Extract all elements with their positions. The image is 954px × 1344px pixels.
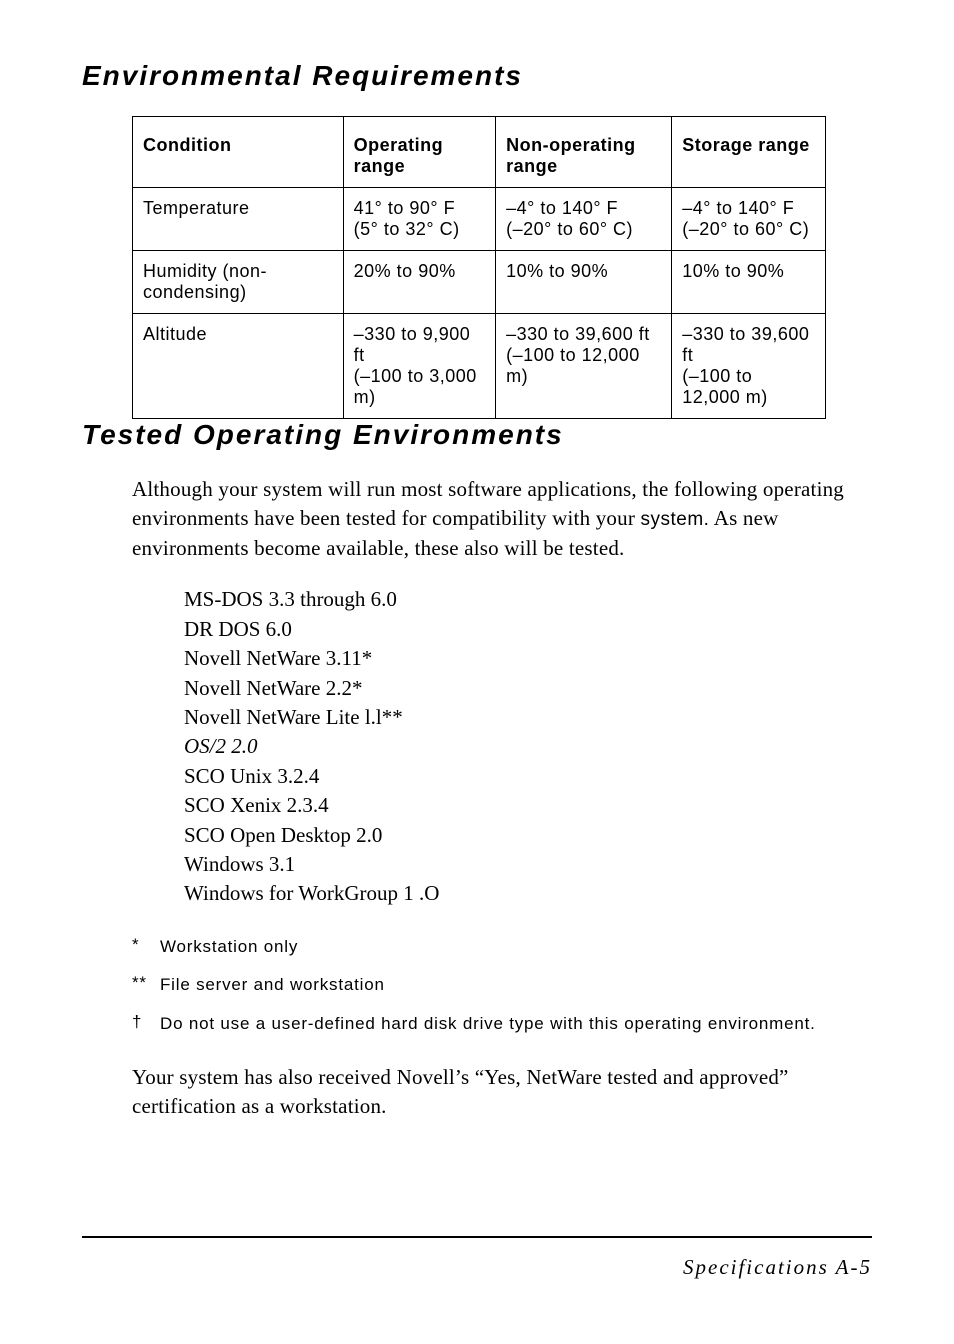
list-item: Windows for WorkGroup 1 .O <box>184 879 872 908</box>
cell-line: 41° to 90° F <box>354 198 455 218</box>
table-row: Humidity (non-condensing) 20% to 90% 10%… <box>133 251 826 314</box>
col-header-operating: Operating range <box>343 117 495 188</box>
col-header-storage: Storage range <box>672 117 826 188</box>
environment-list: MS-DOS 3.3 through 6.0 DR DOS 6.0 Novell… <box>184 585 872 908</box>
list-item: SCO Open Desktop 2.0 <box>184 821 872 850</box>
list-item: Novell NetWare 2.2* <box>184 674 872 703</box>
cell-condition: Altitude <box>133 314 344 419</box>
cell-storage: –4° to 140° F (–20° to 60° C) <box>672 188 826 251</box>
heading-environmental-requirements: Environmental Requirements <box>82 60 872 92</box>
footnote-text: Workstation only <box>160 935 872 960</box>
footnote: † Do not use a user-defined hard disk dr… <box>132 1012 872 1037</box>
environmental-requirements-table: Condition Operating range Non-operating … <box>132 116 826 419</box>
footnote-text: File server and workstation <box>160 973 872 998</box>
cell-condition: Temperature <box>133 188 344 251</box>
table-header-row: Condition Operating range Non-operating … <box>133 117 826 188</box>
cell-operating: –330 to 9,900 ft (–100 to 3,000 m) <box>343 314 495 419</box>
cell-condition: Humidity (non-condensing) <box>133 251 344 314</box>
footnote-mark: ** <box>132 973 160 998</box>
footnote-mark: † <box>132 1012 160 1037</box>
footnote-text: Do not use a user-defined hard disk driv… <box>160 1012 872 1037</box>
body-block: Although your system will run most softw… <box>132 475 872 909</box>
cell-operating: 20% to 90% <box>343 251 495 314</box>
table-row: Altitude –330 to 9,900 ft (–100 to 3,000… <box>133 314 826 419</box>
cell-nonoperating: 10% to 90% <box>496 251 672 314</box>
page-footer: Specifications A-5 <box>683 1255 872 1280</box>
list-item: OS/2 2.0 <box>184 732 872 761</box>
cell-line: –330 to 9,900 ft <box>354 324 471 365</box>
cell-operating: 41° to 90° F (5° to 32° C) <box>343 188 495 251</box>
list-item: Novell NetWare 3.11* <box>184 644 872 673</box>
table-row: Temperature 41° to 90° F (5° to 32° C) –… <box>133 188 826 251</box>
intro-paragraph: Although your system will run most softw… <box>132 475 872 563</box>
list-item: Windows 3.1 <box>184 850 872 879</box>
cell-line: (–100 to 3,000 m) <box>354 366 485 408</box>
cell-nonoperating: –4° to 140° F (–20° to 60° C) <box>496 188 672 251</box>
list-item: SCO Xenix 2.3.4 <box>184 791 872 820</box>
cell-line: –4° to 140° F <box>506 198 618 218</box>
col-header-condition: Condition <box>133 117 344 188</box>
cell-line: (–20° to 60° C) <box>506 219 661 240</box>
list-item: DR DOS 6.0 <box>184 615 872 644</box>
footer-rule <box>82 1236 872 1238</box>
footnote: ** File server and workstation <box>132 973 872 998</box>
cell-line: –330 to 39,600 ft <box>506 324 650 344</box>
cell-line: (–100 to 12,000 m) <box>506 345 661 387</box>
page: Environmental Requirements Condition Ope… <box>0 0 954 1344</box>
cell-storage: –330 to 39,600 ft (–100 to 12,000 m) <box>672 314 826 419</box>
cell-storage: 10% to 90% <box>672 251 826 314</box>
heading-tested-operating-environments: Tested Operating Environments <box>82 419 872 451</box>
footnote-mark: * <box>132 935 160 960</box>
list-item: Novell NetWare Lite l.l** <box>184 703 872 732</box>
list-item: SCO Unix 3.2.4 <box>184 762 872 791</box>
intro-system-word: system. <box>640 509 709 530</box>
footnotes: * Workstation only ** File server and wo… <box>132 935 872 1037</box>
body-block: Your system has also received Novell’s “… <box>132 1063 872 1122</box>
cell-nonoperating: –330 to 39,600 ft (–100 to 12,000 m) <box>496 314 672 419</box>
cell-line: (5° to 32° C) <box>354 219 485 240</box>
cell-line: –4° to 140° F <box>682 198 794 218</box>
list-item: MS-DOS 3.3 through 6.0 <box>184 585 872 614</box>
cell-line: (–100 to 12,000 m) <box>682 366 815 408</box>
footnote: * Workstation only <box>132 935 872 960</box>
col-header-nonoperating: Non-operating range <box>496 117 672 188</box>
cell-line: –330 to 39,600 ft <box>682 324 809 365</box>
closing-paragraph: Your system has also received Novell’s “… <box>132 1063 872 1122</box>
cell-line: (–20° to 60° C) <box>682 219 815 240</box>
